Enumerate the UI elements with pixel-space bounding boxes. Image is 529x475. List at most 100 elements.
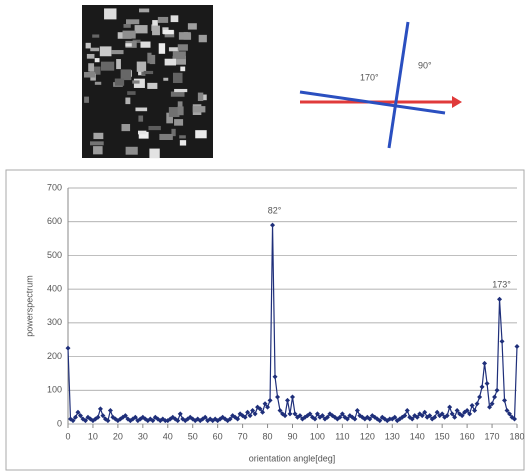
y-tick-label: 0	[57, 418, 62, 428]
data-point	[267, 397, 273, 403]
data-point	[132, 414, 138, 420]
data-point	[337, 414, 343, 420]
data-point	[252, 411, 258, 417]
x-tick-label: 160	[460, 431, 475, 441]
data-point	[402, 413, 408, 419]
photo-texture	[84, 8, 207, 159]
data-point	[65, 345, 71, 351]
x-axis-title: orientation angle[deg]	[249, 453, 336, 463]
building	[149, 54, 156, 65]
data-point	[250, 408, 256, 414]
plot: 0 100 200 300 400 500 600 700 0 10 20 30 40 50 60 70 80 9…	[47, 182, 525, 441]
data-point	[504, 408, 510, 414]
building	[172, 72, 183, 83]
building	[114, 78, 125, 86]
building	[123, 24, 131, 28]
building	[94, 81, 102, 85]
building	[168, 107, 180, 118]
building	[159, 133, 173, 140]
data-point	[499, 338, 505, 344]
data-point	[247, 413, 253, 419]
data-point	[72, 414, 78, 420]
building	[135, 107, 148, 112]
building	[195, 130, 207, 139]
data-point	[494, 387, 500, 393]
building	[116, 59, 121, 70]
data-point	[354, 408, 360, 414]
building	[90, 47, 100, 52]
data-point	[377, 418, 383, 424]
data-point	[497, 296, 503, 302]
x-tick-label: 50	[188, 431, 198, 441]
x-tick-label: 70	[238, 431, 248, 441]
data-point	[492, 394, 498, 400]
building	[134, 25, 148, 34]
data-point	[419, 413, 425, 419]
building	[84, 96, 89, 103]
building	[132, 80, 140, 84]
building	[147, 82, 158, 89]
x-tick-label: 0	[65, 431, 70, 441]
data-point	[427, 413, 433, 419]
data-point	[409, 416, 415, 422]
building	[170, 91, 185, 97]
data-point	[324, 414, 330, 420]
data-point	[512, 416, 518, 422]
building	[92, 34, 100, 38]
data-point	[175, 418, 181, 424]
building	[136, 61, 147, 72]
building	[104, 8, 117, 20]
building	[174, 88, 188, 93]
data-point	[404, 408, 410, 414]
building	[120, 69, 132, 81]
building	[179, 135, 186, 139]
building	[121, 124, 131, 132]
data-point	[474, 401, 480, 407]
building	[89, 66, 101, 75]
diagram-label: 170°	[360, 72, 379, 82]
data-point	[344, 416, 350, 422]
building	[177, 101, 183, 109]
data-point	[95, 414, 101, 420]
data-point	[464, 408, 470, 414]
building	[93, 146, 103, 155]
y-tick-label: 600	[47, 216, 62, 226]
y-tick-label: 400	[47, 284, 62, 294]
building	[125, 97, 131, 105]
data-point	[272, 374, 278, 380]
data-point	[307, 411, 313, 417]
chart-frame	[5, 169, 525, 471]
building	[170, 15, 179, 23]
x-tick-label: 100	[310, 431, 325, 441]
building	[180, 66, 186, 72]
data-point	[454, 408, 460, 414]
data-point	[282, 413, 288, 419]
data-point	[449, 411, 455, 417]
x-tick-label: 150	[435, 431, 450, 441]
building	[138, 115, 144, 122]
building	[100, 61, 115, 71]
data-point	[270, 222, 276, 228]
building	[88, 63, 95, 72]
data-point	[260, 409, 266, 415]
data-point	[507, 411, 513, 417]
data-point	[202, 414, 208, 420]
arrow-head	[452, 96, 462, 108]
building	[148, 125, 161, 131]
data-point	[275, 394, 281, 400]
data-point	[122, 413, 128, 419]
data-point	[422, 409, 428, 415]
building	[125, 146, 138, 155]
building	[84, 71, 96, 78]
data-point	[297, 413, 303, 419]
building	[137, 130, 147, 135]
data-point	[262, 401, 268, 407]
data-point	[150, 418, 156, 424]
building	[178, 32, 191, 40]
building	[90, 141, 104, 146]
data-point	[489, 401, 495, 407]
building	[198, 34, 207, 43]
x-tick-label: 20	[113, 431, 123, 441]
building	[177, 106, 184, 116]
